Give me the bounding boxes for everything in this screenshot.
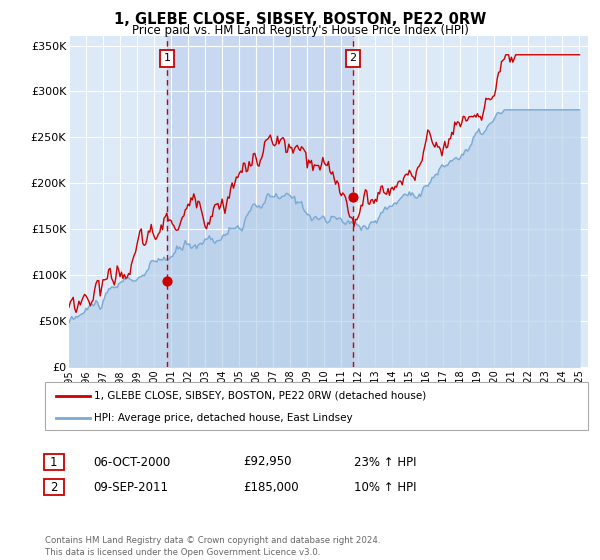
Text: Contains HM Land Registry data © Crown copyright and database right 2024.
This d: Contains HM Land Registry data © Crown c… [45,536,380,557]
Point [348,193,358,202]
Text: £185,000: £185,000 [243,480,299,494]
Text: 1: 1 [164,53,170,63]
Text: 1, GLEBE CLOSE, SIBSEY, BOSTON, PE22 0RW: 1, GLEBE CLOSE, SIBSEY, BOSTON, PE22 0RW [114,12,486,27]
Text: £92,950: £92,950 [243,455,292,469]
Text: 06-OCT-2000: 06-OCT-2000 [93,455,170,469]
Text: 23% ↑ HPI: 23% ↑ HPI [354,455,416,469]
Text: 09-SEP-2011: 09-SEP-2011 [93,480,168,494]
Text: Price paid vs. HM Land Registry's House Price Index (HPI): Price paid vs. HM Land Registry's House … [131,24,469,36]
Text: HPI: Average price, detached house, East Lindsey: HPI: Average price, detached house, East… [94,413,353,423]
Text: 1, GLEBE CLOSE, SIBSEY, BOSTON, PE22 0RW (detached house): 1, GLEBE CLOSE, SIBSEY, BOSTON, PE22 0RW… [94,391,427,401]
Text: 2: 2 [50,480,58,494]
Bar [167,36,353,367]
Text: 2: 2 [349,53,356,63]
Text: 10% ↑ HPI: 10% ↑ HPI [354,480,416,494]
Point [162,277,172,286]
Text: 1: 1 [50,455,58,469]
